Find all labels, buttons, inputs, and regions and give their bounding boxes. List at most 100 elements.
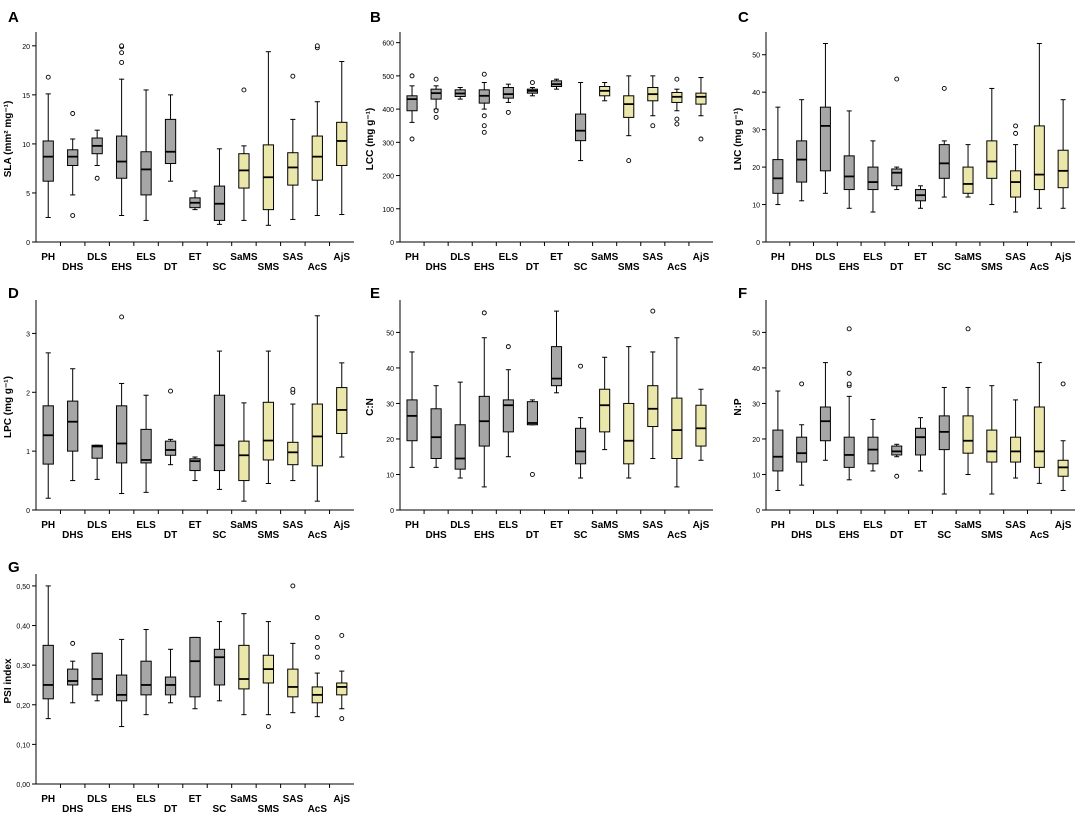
y-tick-label: 30 xyxy=(752,128,760,135)
box-dhs: DHS xyxy=(59,368,84,541)
outlier-point xyxy=(433,114,439,120)
box-body xyxy=(623,402,635,465)
x-category-label: ET xyxy=(914,252,927,263)
x-category-label: ELS xyxy=(863,520,883,531)
x-category-label: DLS xyxy=(87,520,107,531)
x-category-label: AjS xyxy=(333,252,350,263)
box-sas: SAS xyxy=(640,75,663,263)
x-category-label: EHS xyxy=(839,262,860,273)
box-body xyxy=(502,399,514,433)
y-tick-label: 10 xyxy=(752,203,760,210)
box-body xyxy=(311,403,323,467)
y-tick-label: 0,00 xyxy=(16,782,30,789)
box-body xyxy=(287,668,299,698)
box-els: ELS xyxy=(495,344,518,531)
x-category-label: SaMS xyxy=(591,520,619,531)
outlier-point xyxy=(290,386,296,392)
box-et: ET xyxy=(182,190,201,263)
box-body xyxy=(1057,149,1069,189)
outlier-point xyxy=(894,473,900,479)
box-sms: SMS xyxy=(255,51,280,273)
outlier-point xyxy=(894,76,900,82)
box-sms: SMS xyxy=(255,350,280,541)
box-acs: AcS xyxy=(664,337,687,541)
box-dls: DLS xyxy=(84,444,107,531)
box-dt: DT xyxy=(157,388,177,541)
y-tick-label: 0,50 xyxy=(16,584,30,591)
outlier-point xyxy=(529,472,535,477)
x-category-label: PH xyxy=(771,520,785,531)
box-sc: SC xyxy=(931,85,951,273)
x-category-label: AcS xyxy=(667,530,687,541)
y-tick-label: 200 xyxy=(382,174,394,181)
box-body xyxy=(526,401,538,426)
box-body xyxy=(67,149,79,166)
y-tick-label: 20 xyxy=(22,44,30,51)
box-sams: SaMS xyxy=(230,402,258,531)
outlier-point xyxy=(70,213,76,218)
x-category-label: PH xyxy=(41,794,55,805)
x-category-label: PH xyxy=(41,520,55,531)
box-sc: SC xyxy=(931,386,951,541)
y-axis-label: SLA (mm² mg⁻¹) xyxy=(3,101,14,178)
x-category-label: AjS xyxy=(693,252,710,263)
box-sms: SMS xyxy=(979,87,1003,273)
box-els: ELS xyxy=(133,629,156,805)
box-dls: DLS xyxy=(447,381,471,531)
box-body xyxy=(962,415,974,454)
box-body xyxy=(843,436,855,468)
outlier-point xyxy=(846,381,852,387)
x-category-label: SC xyxy=(937,530,951,541)
y-tick-label: 0 xyxy=(390,240,394,247)
box-et: ET xyxy=(543,310,563,531)
outlier-point xyxy=(846,370,852,376)
box-dhs: DHS xyxy=(423,76,447,273)
x-category-label: ET xyxy=(550,252,563,263)
box-acs: AcS xyxy=(304,315,327,541)
box-dt: DT xyxy=(519,399,539,541)
x-category-label: ET xyxy=(189,794,202,805)
box-body xyxy=(962,166,974,194)
box-body xyxy=(986,140,998,179)
x-category-label: SaMS xyxy=(230,794,258,805)
box-body xyxy=(599,388,611,433)
outlier-point xyxy=(481,123,487,129)
box-sc: SC xyxy=(206,621,227,815)
box-ehs: EHS xyxy=(836,110,860,273)
box-body xyxy=(164,118,177,165)
x-category-label: EHS xyxy=(474,262,495,273)
box-body xyxy=(695,92,707,105)
x-category-label: DT xyxy=(164,804,177,815)
x-category-label: EHS xyxy=(474,530,495,541)
box-ph: PH xyxy=(41,585,55,805)
x-category-label: SC xyxy=(213,804,227,815)
panel-letter: E xyxy=(370,285,380,302)
box-sas: SAS xyxy=(280,386,303,531)
y-tick-label: 3 xyxy=(26,331,30,338)
box-dls: DLS xyxy=(84,652,107,805)
panel-b: B LCC (mg g⁻¹) 0 100 200 300 400 500 600 PH DHSDLS… xyxy=(365,9,713,273)
box-dt: DT xyxy=(157,94,177,273)
outlier-point xyxy=(314,654,320,660)
box-body xyxy=(647,385,659,428)
box-ajs: AjS xyxy=(688,388,710,531)
box-sas: SAS xyxy=(640,308,663,531)
box-dt: DT xyxy=(884,76,903,273)
box-ph: PH xyxy=(771,106,785,263)
box-sas: SAS xyxy=(1003,399,1026,531)
x-category-label: SaMS xyxy=(954,252,982,263)
y-tick-label: 10 xyxy=(752,472,760,479)
box-ajs: AjS xyxy=(329,632,350,805)
box-ph: PH xyxy=(41,74,55,263)
box-body xyxy=(238,440,250,482)
outlier-point xyxy=(650,123,656,129)
outlier-point xyxy=(290,583,296,589)
box-ajs: AjS xyxy=(329,362,350,531)
outlier-point xyxy=(314,644,320,650)
box-ehs: EHS xyxy=(471,310,495,541)
box-body xyxy=(1010,436,1022,463)
x-category-label: SaMS xyxy=(954,520,982,531)
x-category-label: DT xyxy=(164,262,177,273)
box-ajs: AjS xyxy=(1050,381,1072,531)
x-category-label: DHS xyxy=(426,262,447,273)
